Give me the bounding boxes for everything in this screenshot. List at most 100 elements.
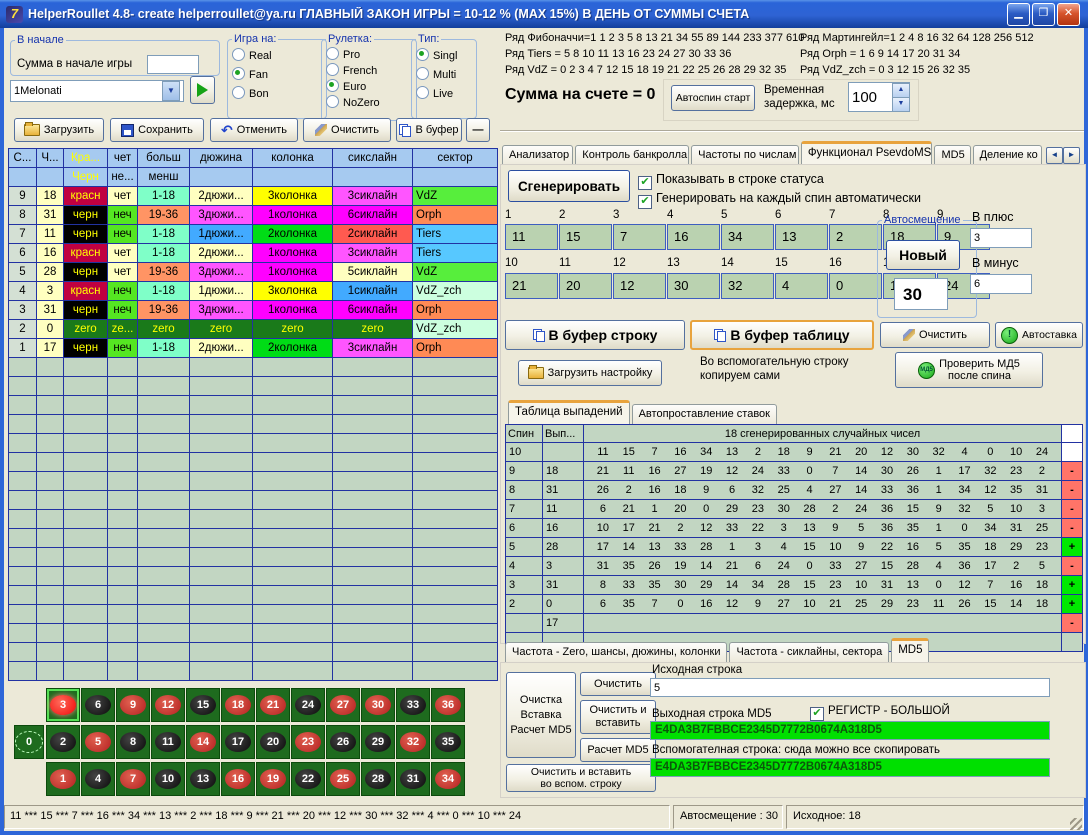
roulette-cell-36[interactable]: 36 bbox=[431, 688, 465, 722]
tab-4[interactable]: MD5 bbox=[934, 145, 971, 165]
autospin-start-button[interactable]: Автоспин старт bbox=[671, 85, 755, 111]
radio-option-euro[interactable]: Euro bbox=[326, 79, 412, 95]
tab-3[interactable]: Функционал PsevdoMS bbox=[800, 141, 933, 165]
radio-option-bon[interactable]: Bon bbox=[232, 85, 322, 104]
md5-clear-insert-button[interactable]: Очистить и вставить bbox=[580, 700, 656, 734]
md5-source-input[interactable] bbox=[650, 678, 1050, 697]
roulette-cell-31[interactable]: 31 bbox=[396, 762, 430, 796]
new-button[interactable]: Новый bbox=[886, 240, 960, 270]
roulette-cell-30[interactable]: 30 bbox=[361, 688, 395, 722]
buffer-line-button[interactable]: В буфер строку bbox=[505, 320, 685, 350]
roulette-cell-27[interactable]: 27 bbox=[326, 688, 360, 722]
roulette-cell-33[interactable]: 33 bbox=[396, 688, 430, 722]
tab-scroll-right-icon[interactable]: ► bbox=[1063, 147, 1080, 164]
roulette-cell-18[interactable]: 18 bbox=[221, 688, 255, 722]
roulette-cell-26[interactable]: 26 bbox=[326, 725, 360, 759]
roulette-cell-20[interactable]: 20 bbox=[256, 725, 290, 759]
subtab-1[interactable]: Автопроставление ставок bbox=[631, 404, 777, 424]
tab-scroll-left-icon[interactable]: ◄ bbox=[1046, 147, 1063, 164]
toolbar-brush-button[interactable]: Очистить bbox=[303, 118, 391, 142]
radio-option-multi[interactable]: Multi bbox=[416, 66, 472, 85]
roulette-cell-23[interactable]: 23 bbox=[291, 725, 325, 759]
preset-combobox[interactable]: 1Melonati ▼ bbox=[10, 80, 184, 102]
autoshift-value[interactable]: 30 bbox=[894, 278, 948, 310]
bottom-tab-0[interactable]: Частота - Zero, шансы, дюжины, колонки bbox=[505, 642, 728, 662]
roulette-cell-8[interactable]: 8 bbox=[116, 725, 150, 759]
roulette-cell-21[interactable]: 21 bbox=[256, 688, 290, 722]
toolbar-floppy-button[interactable]: Сохранить bbox=[110, 118, 204, 142]
tab-0[interactable]: Анализатор bbox=[502, 145, 574, 165]
close-icon[interactable]: ✕ bbox=[1057, 2, 1080, 26]
roulette-cell-24[interactable]: 24 bbox=[291, 688, 325, 722]
subtab-0[interactable]: Таблица выпадений bbox=[508, 400, 630, 424]
md5-clear-button[interactable]: Очистить bbox=[580, 672, 656, 696]
radio-option-french[interactable]: French bbox=[326, 63, 412, 79]
roulette-cell-35[interactable]: 35 bbox=[431, 725, 465, 759]
tab-5[interactable]: Деление ко bbox=[972, 145, 1042, 165]
roulette-cell-22[interactable]: 22 bbox=[291, 762, 325, 796]
roulette-cell-5[interactable]: 5 bbox=[81, 725, 115, 759]
clear-button[interactable]: Очистить bbox=[880, 322, 990, 348]
tab-1[interactable]: Контроль банкролла bbox=[575, 145, 690, 165]
roulette-cell-1[interactable]: 1 bbox=[46, 762, 80, 796]
minimize-icon[interactable]: ▁ bbox=[1007, 2, 1030, 26]
md5-multi-button[interactable]: Очистка Вставка Расчет MD5 bbox=[506, 672, 576, 758]
radio-option-singl[interactable]: Singl bbox=[416, 47, 472, 66]
spinner-down-icon[interactable]: ▼ bbox=[892, 97, 910, 112]
load-settings-button[interactable]: Загрузить настройку bbox=[518, 360, 662, 386]
roulette-cell-19[interactable]: 19 bbox=[256, 762, 290, 796]
roulette-cell-13[interactable]: 13 bbox=[186, 762, 220, 796]
roulette-cell-15[interactable]: 15 bbox=[186, 688, 220, 722]
play-button[interactable] bbox=[190, 76, 215, 104]
undo-icon: ↶ bbox=[221, 122, 233, 138]
roulette-cell-3[interactable]: 3 bbox=[46, 688, 80, 722]
radio-option-live[interactable]: Live bbox=[416, 85, 472, 104]
checkbox-gen-every-spin[interactable]: ✔ Генерировать на каждый спин автоматичес… bbox=[638, 191, 921, 209]
buffer-table-button[interactable]: В буфер таблицу bbox=[690, 320, 874, 350]
start-sum-input[interactable] bbox=[147, 55, 199, 74]
autobet-button[interactable]: ! Автоставка bbox=[995, 322, 1083, 348]
radio-option-nozero[interactable]: NoZero bbox=[326, 95, 412, 111]
radio-option-real[interactable]: Real bbox=[232, 47, 322, 66]
roulette-cell-34[interactable]: 34 bbox=[431, 762, 465, 796]
plus-input[interactable] bbox=[970, 228, 1032, 248]
roulette-cell-0[interactable]: 0 bbox=[14, 725, 44, 759]
bottom-tab-2[interactable]: MD5 bbox=[891, 638, 930, 662]
checkbox-show-status[interactable]: ✔ Показывать в строке статуса bbox=[638, 172, 824, 190]
roulette-cell-9[interactable]: 9 bbox=[116, 688, 150, 722]
bottom-tab-1[interactable]: Частота - сиклайны, сектора bbox=[729, 642, 890, 662]
maximize-icon[interactable]: ❐ bbox=[1032, 2, 1055, 26]
md5-clear-insert-aux-button[interactable]: Очистить и вставить во вспом. строку bbox=[506, 764, 656, 792]
roulette-cell-28[interactable]: 28 bbox=[361, 762, 395, 796]
toolbar-collapse-button[interactable]: — bbox=[466, 118, 490, 142]
spinner-up-icon[interactable]: ▲ bbox=[892, 83, 910, 98]
chevron-down-icon[interactable]: ▼ bbox=[162, 81, 180, 101]
toolbar-copy-button[interactable]: В буфер bbox=[396, 118, 462, 142]
roulette-cell-7[interactable]: 7 bbox=[116, 762, 150, 796]
check-md5-button[interactable]: МД5 Проверить МД5 после спина bbox=[895, 352, 1043, 388]
radio-option-pro[interactable]: Pro bbox=[326, 47, 412, 63]
history-cell: VdZ bbox=[412, 186, 498, 206]
roulette-cell-6[interactable]: 6 bbox=[81, 688, 115, 722]
roulette-cell-12[interactable]: 12 bbox=[151, 688, 185, 722]
roulette-cell-32[interactable]: 32 bbox=[396, 725, 430, 759]
delay-spinner[interactable]: 100 bbox=[848, 82, 910, 112]
md5-case-checkbox[interactable]: ✔ РЕГИСТР - БОЛЬШОЙ bbox=[810, 705, 950, 721]
toolbar-folder-open-button[interactable]: Загрузить bbox=[14, 118, 104, 142]
roulette-cell-14[interactable]: 14 bbox=[186, 725, 220, 759]
generate-button[interactable]: Сгенерировать bbox=[508, 170, 630, 202]
resize-grip[interactable] bbox=[1070, 818, 1082, 830]
toolbar-undo-button[interactable]: ↶ Отменить bbox=[210, 118, 298, 142]
roulette-cell-17[interactable]: 17 bbox=[221, 725, 255, 759]
roulette-cell-16[interactable]: 16 bbox=[221, 762, 255, 796]
roulette-cell-4[interactable]: 4 bbox=[81, 762, 115, 796]
roulette-cell-11[interactable]: 11 bbox=[151, 725, 185, 759]
roulette-cell-25[interactable]: 25 bbox=[326, 762, 360, 796]
roulette-cell-29[interactable]: 29 bbox=[361, 725, 395, 759]
roulette-cell-10[interactable]: 10 bbox=[151, 762, 185, 796]
minus-input[interactable] bbox=[970, 274, 1032, 294]
roulette-cell-2[interactable]: 2 bbox=[46, 725, 80, 759]
radio-option-fan[interactable]: Fan bbox=[232, 66, 322, 85]
tab-2[interactable]: Частоты по числам bbox=[691, 145, 799, 165]
md5-calc-button[interactable]: Расчет MD5 bbox=[580, 738, 656, 762]
